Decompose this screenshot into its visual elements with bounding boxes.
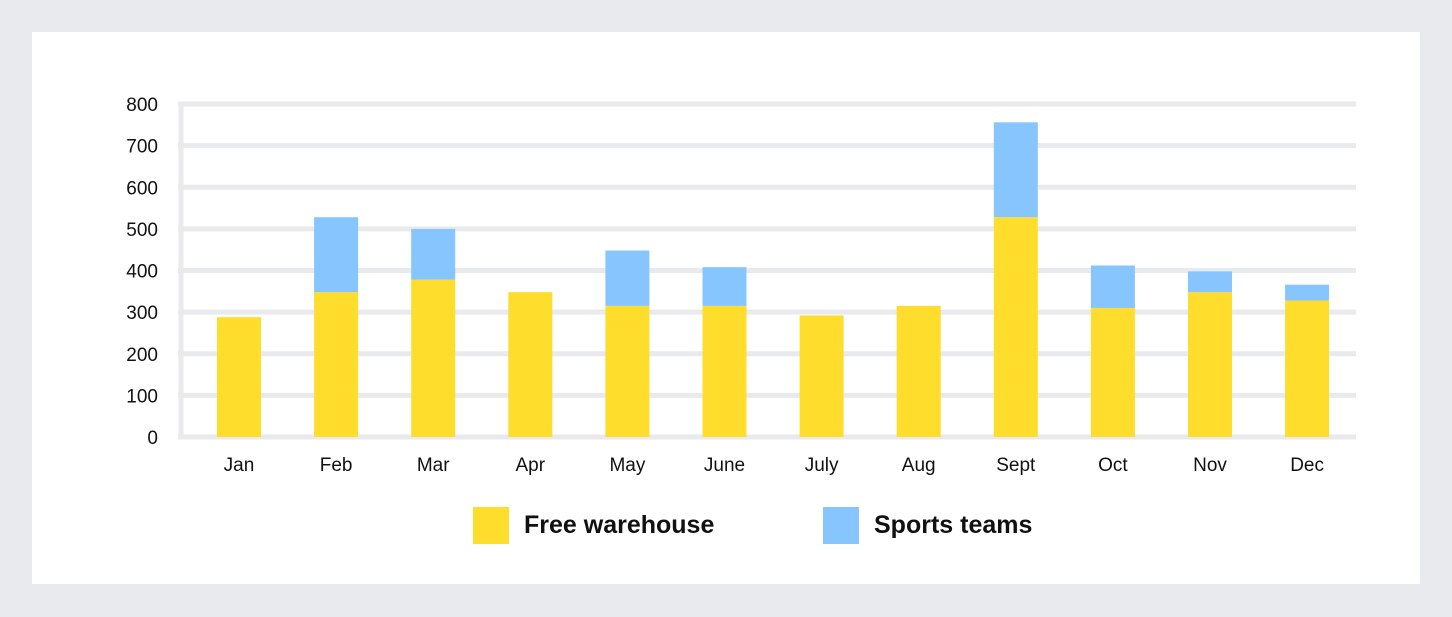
bar-nov-free-warehouse — [1188, 292, 1232, 437]
x-tick-label-july: July — [805, 455, 839, 476]
legend: Free warehouse Sports teams — [32, 507, 1420, 547]
bar-may-sports-teams — [605, 250, 650, 306]
x-tick-label-june: June — [704, 455, 745, 476]
x-tick-label-feb: Feb — [320, 455, 353, 476]
chart-card: 0 100 200 300 400 500 600 700 800 Jan Feb Mar Apr May… — [32, 32, 1420, 584]
x-tick-label-mar: Mar — [417, 455, 450, 476]
bar-july-free-warehouse — [799, 315, 844, 437]
y-tick-label-200: 200 — [126, 345, 158, 366]
bar-may-free-warehouse — [605, 305, 650, 437]
legend-label-sports-teams: Sports teams — [874, 511, 1033, 539]
legend-item-free-warehouse: Free warehouse — [473, 507, 714, 544]
bar-dec-free-warehouse — [1285, 300, 1330, 437]
legend-label-free-warehouse: Free warehouse — [524, 511, 715, 539]
legend-swatch-free-warehouse — [473, 507, 509, 544]
bar-nov-sports-teams — [1188, 271, 1232, 293]
x-tick-label-dec: Dec — [1290, 455, 1324, 476]
y-tick-label-700: 700 — [126, 137, 158, 158]
x-tick-label-apr: Apr — [516, 455, 546, 476]
y-tick-label-0: 0 — [147, 428, 158, 449]
x-tick-label-sept: Sept — [996, 455, 1036, 476]
bar-june-free-warehouse — [702, 305, 747, 437]
bar-jan-free-warehouse — [217, 317, 261, 437]
y-tick-label-300: 300 — [126, 303, 158, 324]
bar-feb-free-warehouse — [314, 292, 359, 437]
bar-sept-free-warehouse — [993, 217, 1038, 437]
y-tick-label-600: 600 — [126, 178, 158, 199]
bar-mar-sports-teams — [411, 228, 456, 280]
bar-oct-sports-teams — [1090, 265, 1135, 308]
y-tick-label-500: 500 — [126, 220, 158, 241]
y-tick-label-800: 800 — [126, 95, 158, 116]
bar-oct-free-warehouse — [1090, 307, 1135, 437]
legend-item-sports-teams: Sports teams — [823, 507, 1032, 544]
x-tick-label-nov: Nov — [1193, 455, 1227, 476]
x-tick-label-aug: Aug — [902, 455, 936, 476]
bar-aug-free-warehouse — [896, 305, 941, 437]
x-tick-label-oct: Oct — [1098, 455, 1128, 476]
bar-apr-free-warehouse — [508, 292, 553, 437]
legend-swatch-sports-teams — [823, 507, 859, 544]
bar-mar-free-warehouse — [411, 279, 456, 437]
x-tick-label-may: May — [609, 455, 645, 476]
bar-feb-sports-teams — [314, 217, 359, 293]
x-tick-label-jan: Jan — [224, 455, 255, 476]
y-tick-label-400: 400 — [126, 262, 158, 283]
bar-sept-sports-teams — [993, 122, 1038, 218]
y-tick-label-100: 100 — [126, 386, 158, 407]
bar-dec-sports-teams — [1285, 284, 1330, 301]
bar-june-sports-teams — [702, 267, 747, 306]
stacked-bar-chart: 0 100 200 300 400 500 600 700 800 Jan Feb Mar Apr May… — [126, 95, 1356, 476]
